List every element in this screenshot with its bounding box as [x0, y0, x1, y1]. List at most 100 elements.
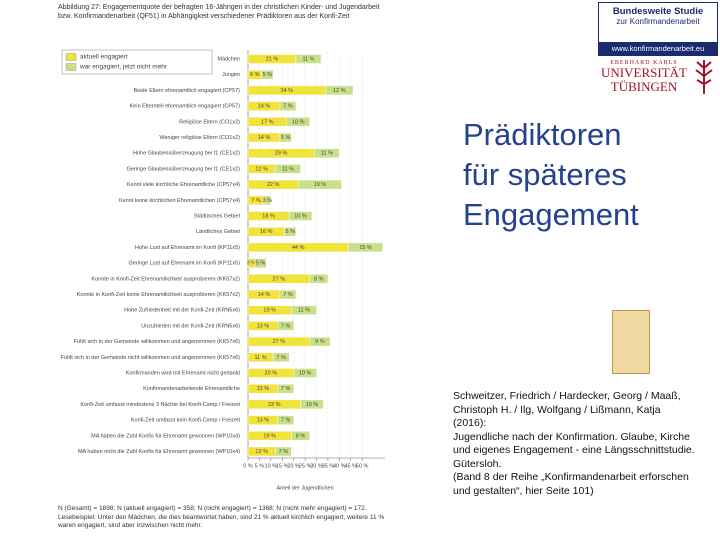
value-label: 44 % — [292, 245, 305, 251]
y-tick-label: Fühlt sich in der Gemeinde nicht willkom… — [61, 355, 241, 361]
value-label: 3 % — [247, 261, 257, 267]
bar-segment — [272, 352, 290, 362]
citation-line: (2016): — [453, 417, 487, 429]
value-label: 34 % — [281, 88, 294, 94]
y-tick-label: Städtisches Gebiet — [194, 213, 241, 219]
bar-segment — [275, 164, 301, 174]
bar-segment — [288, 211, 313, 221]
legend-box — [61, 49, 213, 75]
bar-segment — [291, 305, 317, 315]
university-crest — [695, 60, 713, 94]
legend-swatch — [65, 63, 77, 71]
study-logo: Bundesweite Studie zur Konfirmandenarbei… — [598, 2, 718, 56]
y-tick-label: Fühlt sich in der Gemeinde willkommen un… — [74, 339, 240, 345]
value-label: 13 % — [257, 418, 270, 424]
y-tick-label: Kein Elternteil ehrenamtlich engagiert (… — [130, 104, 241, 110]
value-label: 27 % — [273, 339, 286, 345]
bar-segment — [298, 179, 342, 190]
value-label: 10 % — [294, 213, 307, 219]
y-tick-label: Konnte in Konfi-Zeit Ehrenamtlichkeit au… — [91, 276, 240, 282]
bar-segment — [279, 289, 297, 300]
value-label: 10 % — [292, 119, 305, 125]
x-axis-label: Anteil der Jugendlichen — [276, 485, 333, 491]
x-tick-label: 10 % — [265, 463, 278, 469]
y-tick-label: Mädchen — [217, 56, 240, 62]
bar-segment — [254, 258, 267, 268]
book-cover — [612, 310, 650, 374]
bar-segment — [284, 226, 297, 237]
y-tick-label: Beide Eltern ehrenamtlich engagiert (CP5… — [134, 88, 241, 94]
value-label: 7 % — [281, 418, 291, 424]
bar-segment — [261, 69, 274, 80]
value-label: 11 % — [298, 308, 310, 314]
value-label: 7 % — [281, 386, 291, 392]
value-label: 23 % — [268, 402, 281, 408]
bar-segment — [291, 431, 310, 441]
value-label: 8 % — [314, 276, 324, 282]
value-label: 21 % — [266, 56, 279, 62]
y-tick-label: Konfi-Zeit umfasst mindestens 3 Nächte b… — [80, 402, 240, 408]
citation-line: Schweitzer, Friedrich / Hardecker, Georg… — [453, 390, 681, 402]
value-label: 17 % — [261, 119, 274, 125]
y-tick-label: MA haben nicht die Zahl Konfis für Ehren… — [78, 449, 240, 455]
university-logo: EBERHARD KARLS UNIVERSITÄT TÜBINGEN — [598, 60, 690, 94]
bar-segment — [295, 54, 322, 64]
x-tick-label: 35 % — [322, 463, 335, 469]
value-label: 9 % — [315, 339, 325, 345]
value-label: 12 % — [255, 449, 268, 455]
bar-segment — [309, 274, 329, 284]
legend-label: aktuell engagiert — [80, 54, 128, 61]
y-tick-label: Jungen — [222, 72, 240, 78]
legend-swatch — [65, 53, 77, 61]
value-label: 11 % — [254, 355, 266, 361]
value-label: 13 % — [257, 323, 270, 329]
bar-segment — [300, 399, 324, 410]
value-label: 7 % — [276, 355, 286, 361]
value-label: 18 % — [262, 213, 275, 219]
y-tick-label: Kennt keine kirchlichen Ehrenamtlichen (… — [119, 198, 240, 204]
bar-segment — [277, 415, 294, 425]
y-tick-label: MA haben die Zahl Konfis für Ehrenamt ge… — [91, 433, 240, 439]
x-tick-label: 25 % — [299, 463, 312, 469]
chart: aktuell engagiert war engagiert, jetzt ni… — [61, 49, 385, 491]
y-tick-label: Hohe Glaubensüberzeugung bei t1 (CE1x2) — [133, 151, 240, 157]
bar-segment — [277, 321, 294, 331]
logo-line: zur Konfirmandenarbeit — [616, 17, 700, 26]
y-tick-label: Konfi-Zeit umfasst kein Konfi-Camp / Fre… — [131, 418, 241, 424]
y-tick-label: Kennt viele kirchliche Ehrenamtliche (CP… — [127, 182, 240, 188]
slide-heading: Prädiktoren für späteres Engagement — [463, 115, 639, 235]
heading-line: für späteres — [463, 157, 627, 192]
value-label: 20 % — [265, 370, 278, 376]
y-tick-label: Konnte in Konfi-Zeit keine Ehrenamtlichk… — [77, 292, 240, 298]
bar-segment — [279, 101, 297, 111]
bar-segment — [314, 148, 340, 158]
bar-segment — [325, 85, 354, 96]
value-label: 19 % — [314, 182, 327, 188]
citation: Schweitzer, Friedrich / Hardecker, Georg… — [453, 390, 695, 498]
value-label: 29 % — [275, 151, 288, 157]
value-label: 7 % — [251, 198, 261, 204]
x-tick-label: 5 % — [255, 463, 265, 469]
x-tick-label: 30 % — [310, 463, 323, 469]
x-tick-label: 40 % — [333, 463, 346, 469]
value-label: 7 % — [281, 323, 291, 329]
y-tick-label: Unzufrieden mit der Konfi-Zeit (KRN5x6) — [141, 323, 240, 329]
value-label: 5 % — [256, 261, 266, 267]
bar-segment — [293, 368, 317, 378]
value-label: 13 % — [257, 386, 270, 392]
value-label: 7 % — [283, 104, 293, 110]
x-tick-label: 50 % — [356, 463, 369, 469]
bar-segment — [275, 446, 292, 457]
bar-segment — [309, 336, 331, 347]
university-line: UNIVERSITÄT — [601, 65, 687, 80]
bar-segment — [263, 195, 272, 206]
value-label: 16 % — [260, 229, 273, 235]
y-tick-label: Konfirmanden wird mit Ehrenamt nicht ged… — [126, 370, 241, 376]
value-label: 11 % — [282, 166, 294, 172]
x-tick-label: 0 % — [243, 463, 253, 469]
logo-line: Bundesweite Studie — [612, 6, 704, 17]
value-label: 6 % — [250, 72, 260, 78]
y-tick-label: Geringe Glaubensüberzeugung bei t1 (CE1x… — [127, 166, 241, 172]
value-label: 11 % — [321, 151, 333, 157]
